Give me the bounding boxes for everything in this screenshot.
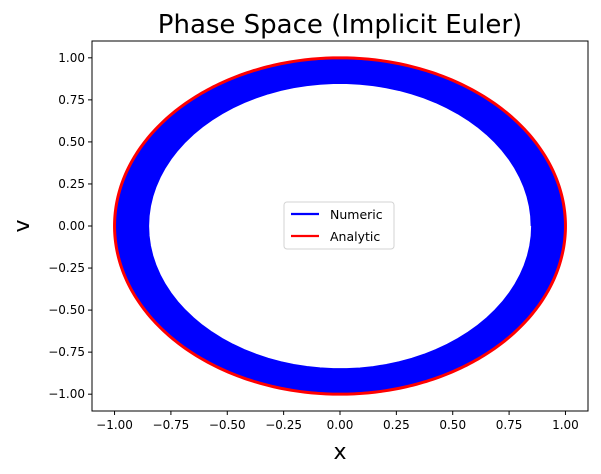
legend: Numeric Analytic bbox=[283, 201, 395, 250]
y-tick-label: 0.25 bbox=[58, 177, 85, 191]
x-axis-label: x bbox=[333, 440, 346, 465]
y-tick-label: −0.25 bbox=[48, 261, 85, 275]
y-axis-ticks: −1.00 −0.75 −0.50 −0.25 0.00 0.25 0.50 0.75 1.00 bbox=[48, 51, 92, 401]
chart-title: Phase Space (Implicit Euler) bbox=[158, 10, 522, 40]
y-tick-label: 0.00 bbox=[58, 219, 85, 233]
legend-label-numeric: Numeric bbox=[330, 207, 383, 222]
series-layer bbox=[113, 56, 567, 396]
x-tick-label: 0.25 bbox=[383, 418, 410, 432]
y-tick-label: −0.50 bbox=[48, 303, 85, 317]
x-tick-label: 0.75 bbox=[496, 418, 523, 432]
x-axis-ticks: −1.00 −0.75 −0.50 −0.25 0.00 0.25 0.50 0.75 1.00 bbox=[96, 411, 579, 432]
x-tick-label: −0.50 bbox=[209, 418, 246, 432]
y-tick-label: 1.00 bbox=[58, 51, 85, 65]
x-tick-label: 1.00 bbox=[552, 418, 579, 432]
x-tick-label: 0.00 bbox=[327, 418, 354, 432]
y-axis-label: v bbox=[10, 219, 35, 232]
x-tick-label: −1.00 bbox=[96, 418, 133, 432]
y-tick-label: −0.75 bbox=[48, 345, 85, 359]
y-tick-label: 0.50 bbox=[58, 135, 85, 149]
x-tick-label: −0.75 bbox=[153, 418, 190, 432]
y-tick-label: 0.75 bbox=[58, 93, 85, 107]
x-tick-label: 0.50 bbox=[439, 418, 466, 432]
legend-label-analytic: Analytic bbox=[330, 229, 380, 244]
series-numeric-line bbox=[113, 57, 567, 395]
x-tick-label: −0.25 bbox=[265, 418, 302, 432]
y-tick-label: −1.00 bbox=[48, 387, 85, 401]
series-analytic-line bbox=[113, 56, 567, 396]
